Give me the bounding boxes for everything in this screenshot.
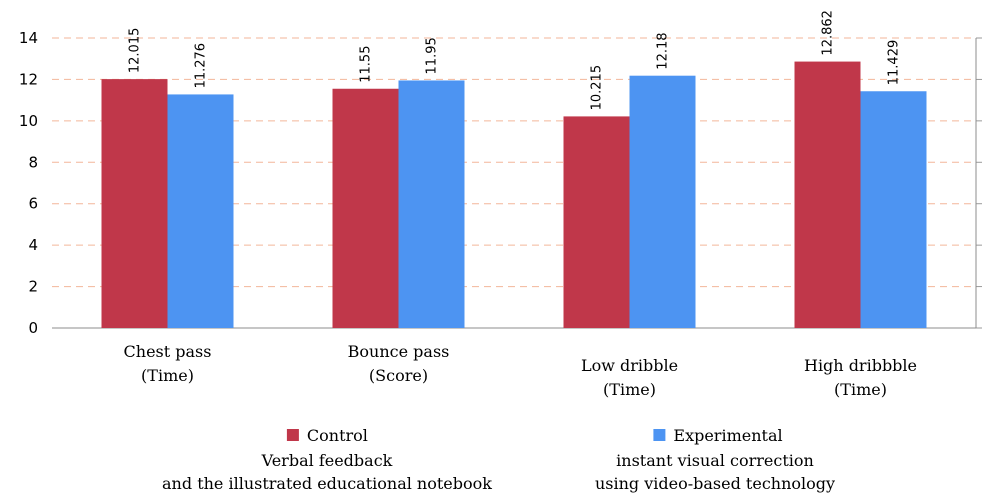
data-label: 12.015 (128, 28, 143, 74)
x-tick-label: (Score) (369, 366, 428, 385)
y-tick-label: 12 (19, 70, 38, 88)
data-label: 11.276 (194, 43, 209, 89)
x-tick-label: Bounce pass (348, 342, 450, 361)
y-tick-label: 14 (19, 29, 38, 47)
bar-control (794, 61, 861, 329)
legend-label-control: Control (307, 426, 368, 445)
bar-control (101, 79, 168, 328)
legend-swatch-experimental (653, 429, 666, 441)
x-tick-label: (Time) (834, 380, 887, 399)
y-tick-label: 10 (19, 112, 38, 130)
x-tick-label: (Time) (603, 380, 656, 399)
data-label: 12.862 (821, 10, 836, 56)
x-tick-label: Chest pass (124, 342, 212, 361)
bar-experimental (629, 75, 696, 328)
bar-control (563, 116, 630, 329)
data-label: 12.18 (656, 32, 671, 69)
data-label: 11.429 (887, 40, 902, 86)
y-tick-label: 4 (28, 236, 38, 254)
legend-subtitle: using video-based technology (595, 474, 835, 493)
bar-experimental (860, 91, 927, 328)
y-tick-label: 6 (28, 195, 38, 213)
data-label: 10.215 (590, 65, 605, 111)
data-label: 11.55 (359, 46, 374, 83)
bar-experimental (167, 94, 234, 328)
x-tick-label: (Time) (141, 366, 194, 385)
legend-label-experimental: Experimental (673, 426, 782, 445)
legend-subtitle: Verbal feedback (261, 451, 393, 470)
legend-swatch-control (286, 429, 299, 441)
bar-experimental (398, 80, 465, 328)
data-label: 11.95 (425, 37, 440, 74)
x-tick-label: Low dribble (581, 356, 678, 375)
legend-subtitle: and the illustrated educational notebook (162, 474, 492, 493)
bar-control (332, 88, 399, 328)
y-tick-label: 2 (28, 278, 38, 296)
y-tick-label: 8 (28, 153, 38, 171)
legend-subtitle: instant visual correction (616, 451, 814, 470)
x-tick-label: High dribbble (804, 356, 917, 375)
y-tick-label: 0 (28, 319, 38, 337)
